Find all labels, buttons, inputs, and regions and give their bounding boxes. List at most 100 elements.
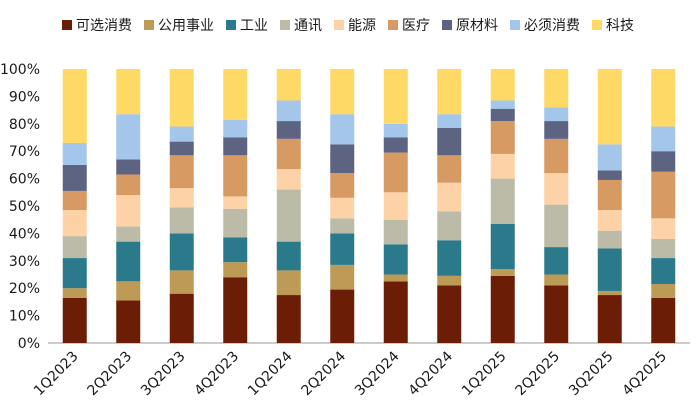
bar-segment xyxy=(383,274,408,282)
bar-segment xyxy=(383,192,408,220)
legend-label: 原材料 xyxy=(456,18,498,34)
bar-segment xyxy=(223,277,248,343)
bar-segment xyxy=(651,151,676,172)
x-tick-label: 3Q2024 xyxy=(352,348,403,399)
legend-label: 可选消费 xyxy=(76,18,132,34)
y-tick-label: 20% xyxy=(9,281,40,297)
bar-segment xyxy=(116,114,141,160)
bar-segment xyxy=(651,258,676,285)
legend-item: 能源 xyxy=(334,15,376,35)
bar-segment xyxy=(651,218,676,239)
bar-segment xyxy=(597,230,622,249)
bar-segment xyxy=(169,293,194,343)
bar-segment xyxy=(169,155,194,189)
bar-segment xyxy=(383,244,408,275)
legend-swatch xyxy=(388,20,398,30)
bar-segment xyxy=(223,119,248,138)
bar-segment xyxy=(437,240,462,276)
bar-segment xyxy=(330,218,355,234)
bar-segment xyxy=(544,285,569,343)
bar-segment xyxy=(383,152,408,193)
bar-segment xyxy=(276,189,301,242)
bar-segment xyxy=(437,69,462,115)
x-tick-label: 2Q2025 xyxy=(512,349,563,400)
bar-segment xyxy=(62,210,87,237)
bar-segment xyxy=(437,114,462,128)
legend-swatch xyxy=(62,20,72,30)
bar-segment xyxy=(62,164,87,191)
bar-segment xyxy=(276,270,301,296)
bar-segment xyxy=(490,178,515,224)
x-tick-label: 1Q2024 xyxy=(245,348,296,399)
bar-segment xyxy=(169,141,194,156)
bar-segment xyxy=(437,285,462,343)
bar-segment xyxy=(544,69,569,108)
y-tick-label: 80% xyxy=(9,117,40,133)
bar-segment xyxy=(544,173,569,205)
bar-segment xyxy=(116,226,141,242)
bar-segment xyxy=(651,284,676,298)
bar-segment xyxy=(383,69,408,124)
bar-segment xyxy=(330,173,355,198)
legend-item: 可选消费 xyxy=(62,15,132,35)
bar-segment xyxy=(116,174,141,196)
bar-segment xyxy=(383,123,408,138)
bar-segment xyxy=(276,100,301,122)
bar-segment xyxy=(223,137,248,156)
bar-segment xyxy=(544,247,569,275)
legend-label: 公用事业 xyxy=(158,18,214,34)
legend-swatch xyxy=(280,20,290,30)
bar-segment xyxy=(597,170,622,180)
bar-segment xyxy=(383,137,408,153)
legend-label: 工业 xyxy=(240,18,268,34)
bar-segment xyxy=(544,107,569,122)
bar-segment xyxy=(116,195,141,227)
bar-segment xyxy=(330,197,355,219)
bar-segment xyxy=(544,204,569,248)
bar-segment xyxy=(62,297,87,343)
bar-segment xyxy=(62,236,87,259)
bar-segment xyxy=(490,100,515,109)
legend-item: 公用事业 xyxy=(144,15,214,35)
bar-segment xyxy=(62,288,87,298)
y-tick-label: 60% xyxy=(9,172,40,188)
bar-segment xyxy=(437,155,462,183)
legend-swatch xyxy=(510,20,520,30)
bar-segment xyxy=(651,126,676,152)
bar-segment xyxy=(490,275,515,343)
bar-segment xyxy=(490,108,515,122)
bar-segment xyxy=(169,188,194,208)
bar-segment xyxy=(169,207,194,234)
legend-label: 科技 xyxy=(606,18,634,34)
bar-segment xyxy=(62,142,87,165)
bar-segment xyxy=(223,69,248,120)
y-tick-label: 50% xyxy=(9,199,40,215)
bar-segment xyxy=(169,126,194,142)
legend-label: 通讯 xyxy=(294,18,322,34)
bar-segment xyxy=(383,281,408,343)
legend-swatch xyxy=(592,20,602,30)
x-tick-label: 3Q2023 xyxy=(138,349,189,400)
bar-segment xyxy=(276,121,301,139)
y-tick-label: 100% xyxy=(0,62,40,78)
bar-segment xyxy=(437,182,462,212)
legend-item: 原材料 xyxy=(442,15,498,35)
legend-swatch xyxy=(226,20,236,30)
y-tick-label: 10% xyxy=(9,309,40,325)
x-tick-label: 2Q2023 xyxy=(84,349,135,400)
bar-segment xyxy=(544,121,569,139)
legend-label: 医疗 xyxy=(402,18,430,34)
bar-segment xyxy=(169,69,194,127)
bar-segment xyxy=(597,210,622,231)
bar-segment xyxy=(276,295,301,343)
y-tick-label: 30% xyxy=(9,254,40,270)
legend-item: 科技 xyxy=(592,15,634,35)
bar-segment xyxy=(330,69,355,115)
bar-segment xyxy=(116,300,141,343)
bar-segment xyxy=(116,281,141,301)
bar-segment xyxy=(276,169,301,190)
legend-item: 必须消费 xyxy=(510,15,580,35)
bar-segment xyxy=(597,179,622,211)
bar-segment xyxy=(544,274,569,286)
bar-segment xyxy=(62,190,87,211)
